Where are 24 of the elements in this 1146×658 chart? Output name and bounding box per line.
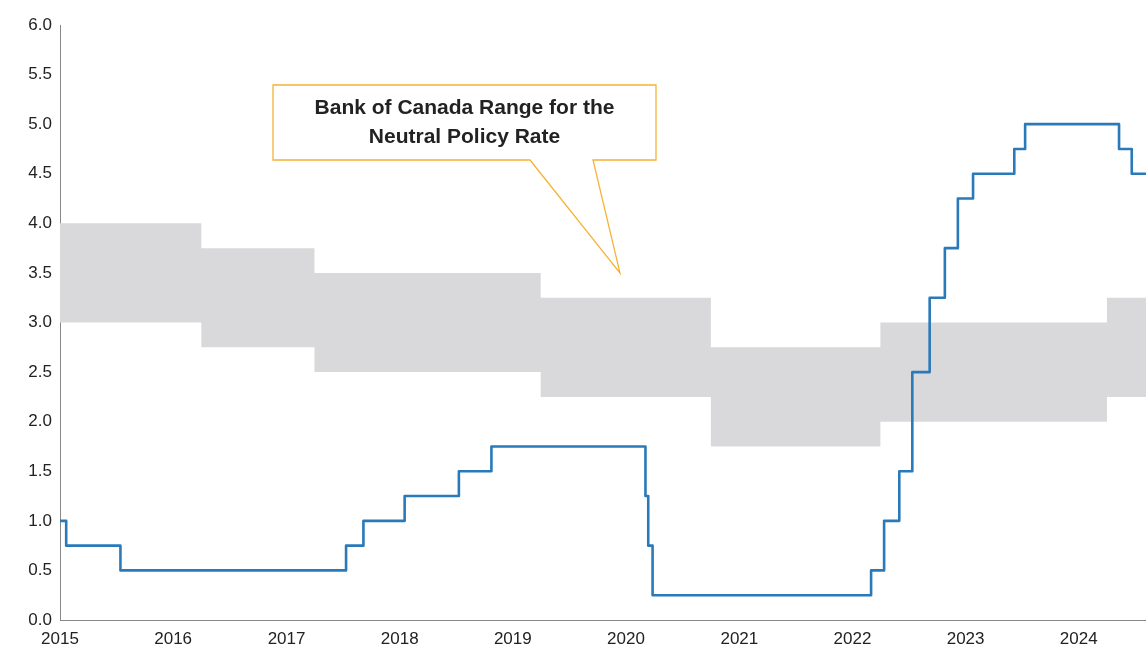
y-tick-label: 3.0 [28, 312, 52, 332]
x-tick-label: 2020 [607, 628, 645, 648]
y-tick-label: 2.5 [28, 361, 52, 381]
x-tick-label: 2021 [720, 628, 759, 648]
y-tick-label: 1.0 [28, 510, 52, 530]
x-tick-label: 2024 [1059, 628, 1098, 648]
x-tick-label: 2022 [833, 628, 872, 648]
x-tick-label: 2023 [946, 628, 985, 648]
x-tick-label: 2015 [41, 628, 79, 648]
y-tick-label: 1.5 [28, 460, 52, 480]
annotation: Bank of Canada Range for the Neutral Policy Rate [314, 94, 615, 147]
y-tick-label: 6.0 [28, 14, 52, 34]
y-tick-label: 3.5 [28, 262, 52, 282]
x-tick-label: 2017 [267, 628, 306, 648]
y-tick-label: 2.0 [28, 411, 52, 431]
x-tick-label: 2018 [380, 628, 419, 648]
y-tick-label: 5.0 [28, 113, 52, 133]
y-tick-label: 4.5 [28, 163, 52, 183]
y-tick-label: 0.5 [28, 560, 52, 580]
x-tick-label: 2016 [154, 628, 193, 648]
y-tick-label: 4.0 [28, 213, 52, 233]
x-tick-label: 2019 [493, 628, 532, 648]
y-tick-label: 5.5 [28, 64, 52, 84]
y-tick-label: 0.0 [28, 609, 52, 629]
